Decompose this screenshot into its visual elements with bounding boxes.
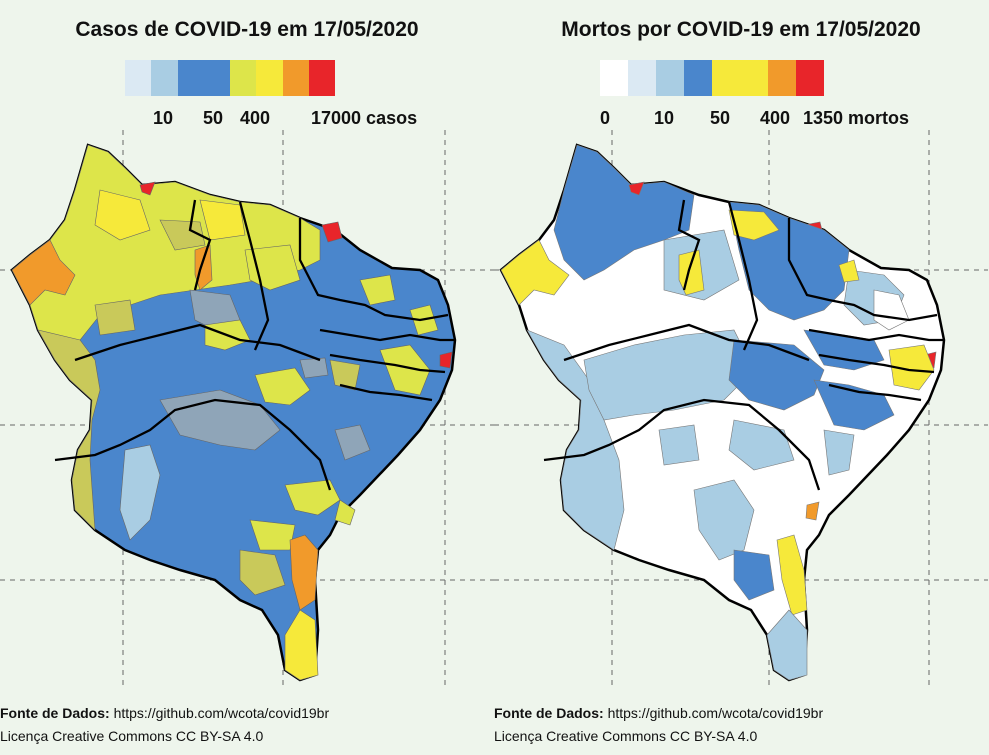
cases-footer-source-url[interactable]: https://github.com/wcota/covid19br xyxy=(113,705,330,721)
deaths-state-borders xyxy=(543,199,944,491)
cases-legend-label-max: 17000 casos xyxy=(311,108,418,128)
deaths-legend-labels: 0 10 50 400 1350 mortos xyxy=(494,108,988,132)
cases-legend-label-50: 50 xyxy=(203,108,224,128)
deaths-map-panel: Mortos por COVID-19 em 17/05/2020 0 10 5… xyxy=(494,0,988,755)
cases-map-panel: Casos de COVID-19 em 17/05/2020 10 50 40… xyxy=(0,0,494,755)
deaths-map-title: Mortos por COVID-19 em 17/05/2020 xyxy=(561,18,921,41)
deaths-legend-swatch-0 xyxy=(600,60,628,96)
cases-legend-labels: 10 50 400 17000 casos xyxy=(0,108,494,132)
cases-color-legend xyxy=(125,60,335,96)
deaths-legend-label-max: 1350 mortos xyxy=(803,108,910,128)
cases-map-title: Casos de COVID-19 em 17/05/2020 xyxy=(75,18,419,41)
deaths-legend-swatch-1 xyxy=(628,60,656,96)
cases-footer-source-label: Fonte de Dados: xyxy=(0,705,110,721)
deaths-legend-swatch-6 xyxy=(768,60,796,96)
deaths-legend-swatch-4 xyxy=(712,60,740,96)
cases-legend-swatch-7 xyxy=(308,60,335,96)
deaths-footer-license: Licença Creative Commons CC BY-SA 4.0 xyxy=(494,728,758,744)
cases-legend-swatch-0 xyxy=(125,60,152,96)
deaths-legend-swatch-2 xyxy=(656,60,684,96)
cases-legend-swatch-3 xyxy=(203,60,230,96)
cases-legend-swatch-5 xyxy=(256,60,283,96)
cases-northeast-brazil-map xyxy=(0,130,494,690)
cases-legend-label-400: 400 xyxy=(240,108,271,128)
deaths-northeast-brazil-map xyxy=(494,130,988,690)
deaths-footer-source: Fonte de Dados: https://github.com/wcota… xyxy=(494,705,823,721)
deaths-legend-swatch-3 xyxy=(684,60,712,96)
deaths-legend-swatch-5 xyxy=(740,60,768,96)
deaths-legend-label-50: 50 xyxy=(710,108,731,128)
deaths-footer-source-url[interactable]: https://github.com/wcota/covid19br xyxy=(607,705,824,721)
cases-legend-label-10: 10 xyxy=(153,108,174,128)
cases-legend-swatch-2 xyxy=(177,60,204,96)
deaths-legend-label-10: 10 xyxy=(654,108,675,128)
cases-footer-source: Fonte de Dados: https://github.com/wcota… xyxy=(0,705,329,721)
cases-footer-license: Licença Creative Commons CC BY-SA 4.0 xyxy=(0,728,264,744)
deaths-legend-swatch-7 xyxy=(796,60,824,96)
deaths-legend-label-0: 0 xyxy=(600,108,611,128)
deaths-legend-label-400: 400 xyxy=(760,108,791,128)
cases-legend-swatch-4 xyxy=(230,60,257,96)
cases-legend-swatch-1 xyxy=(151,60,178,96)
deaths-color-legend xyxy=(600,60,824,96)
deaths-footer-source-label: Fonte de Dados: xyxy=(494,705,604,721)
cases-legend-swatch-6 xyxy=(282,60,309,96)
cases-state-borders xyxy=(54,199,455,491)
